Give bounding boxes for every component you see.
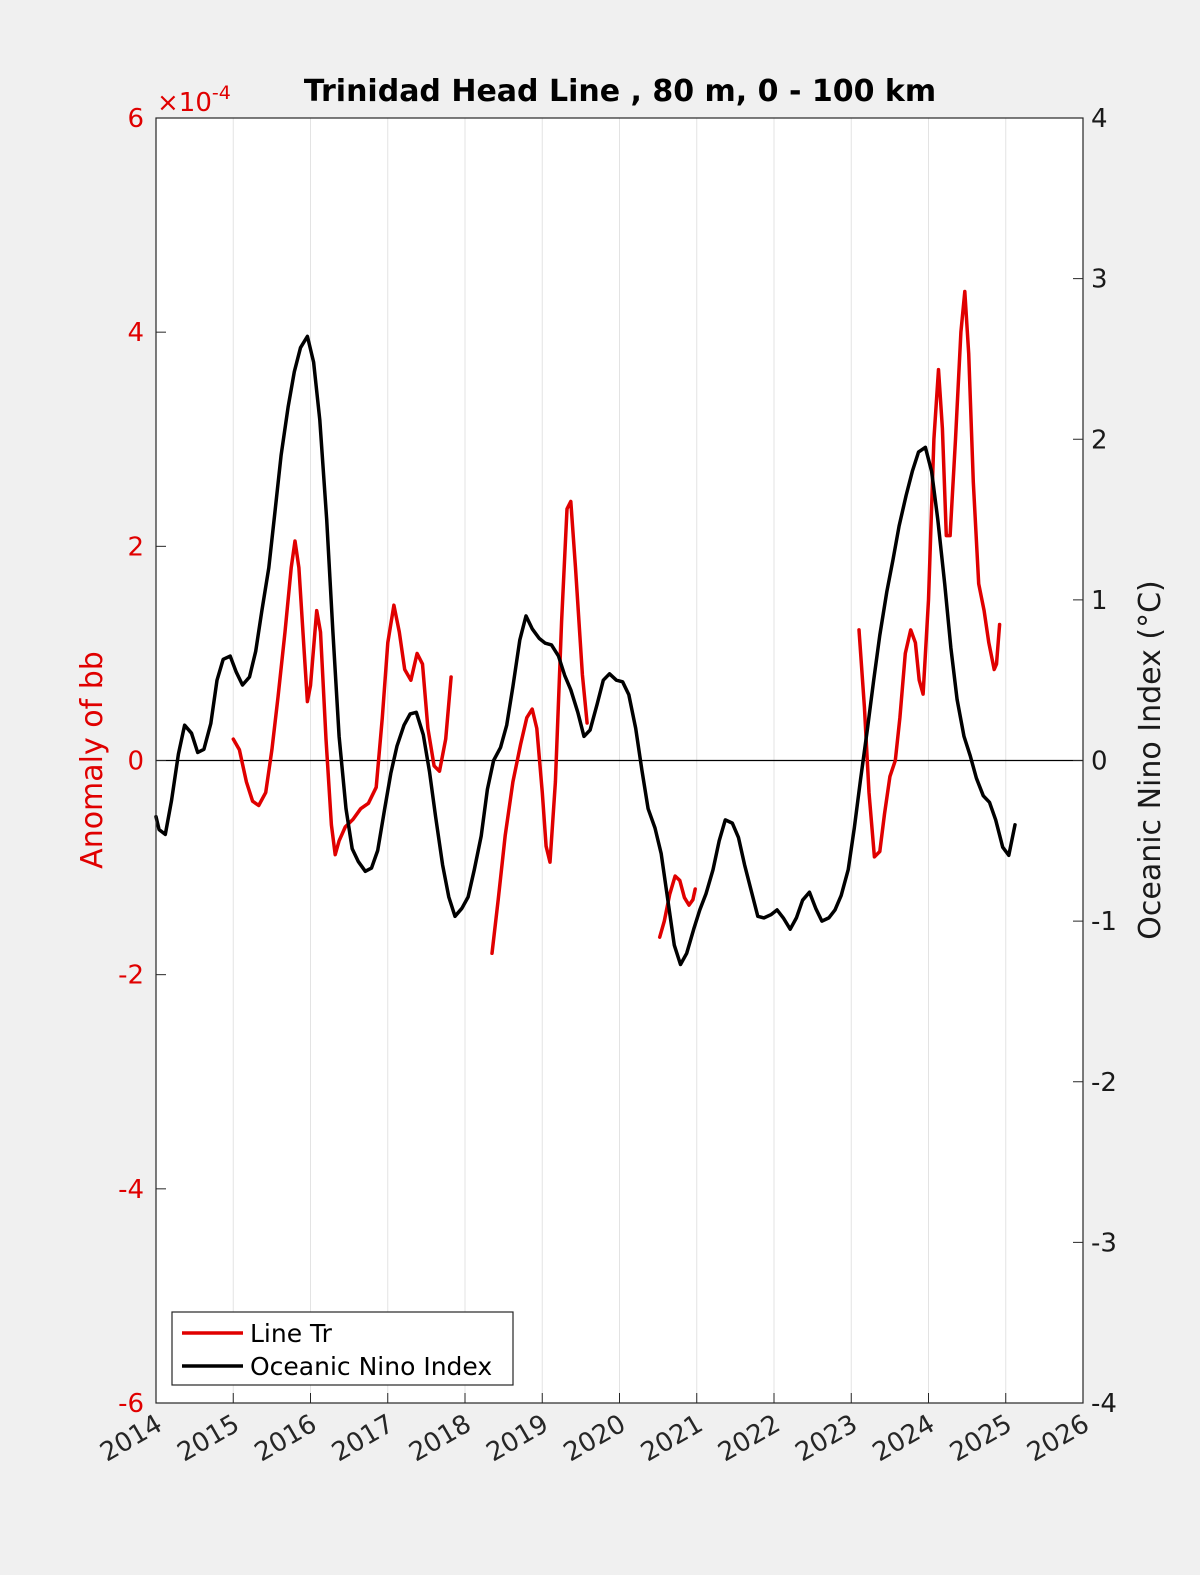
y-exponent-base: ×10	[157, 88, 212, 118]
series-line-tr-segment-3	[857, 289, 1002, 859]
y-tick-label-right: -4	[1091, 1389, 1117, 1419]
legend-box	[171, 1311, 514, 1386]
y-tick-label-right: 1	[1091, 586, 1108, 616]
y-tick-label-left: 0	[127, 747, 144, 777]
series-oni-segment-0	[154, 334, 1017, 967]
y-tick-label-left: -4	[118, 1175, 144, 1205]
y-tick-label-right: 2	[1091, 425, 1108, 455]
y-tick-label-left: 2	[127, 532, 144, 562]
y-tick-label-right: -3	[1091, 1228, 1117, 1258]
chart-title: Trinidad Head Line , 80 m, 0 - 100 km	[304, 74, 936, 109]
legend: Line Tr Oceanic Nino Index	[171, 1311, 514, 1386]
series-line-tr-segment-2	[657, 874, 697, 939]
y-exponent-power: -4	[212, 82, 231, 104]
y-tick-label-right: 0	[1091, 747, 1108, 777]
y-tick-label-left: -2	[118, 961, 144, 991]
series-line-tr-segment-1	[490, 499, 589, 956]
y-axis-label-left: Anomaly of bb	[75, 651, 110, 869]
legend-label-line-tr: Line Tr	[250, 1319, 333, 1348]
y-axis-label-right: Oceanic Nino Index (°C)	[1133, 580, 1168, 940]
y-tick-label-left: -6	[118, 1389, 144, 1419]
y-tick-label-left: 4	[127, 318, 144, 348]
y-tick-label-left: 6	[127, 104, 144, 134]
series-line-tr-segment-0	[231, 539, 453, 857]
y-tick-label-right: 4	[1091, 104, 1108, 134]
y-tick-label-right: -2	[1091, 1068, 1117, 1098]
y-exponent-label: ×10-4	[157, 82, 231, 118]
y-tick-label-right: -1	[1091, 907, 1117, 937]
series-layer	[154, 289, 1017, 967]
legend-label-oni: Oceanic Nino Index	[250, 1352, 492, 1381]
y-tick-label-right: 3	[1091, 265, 1108, 295]
